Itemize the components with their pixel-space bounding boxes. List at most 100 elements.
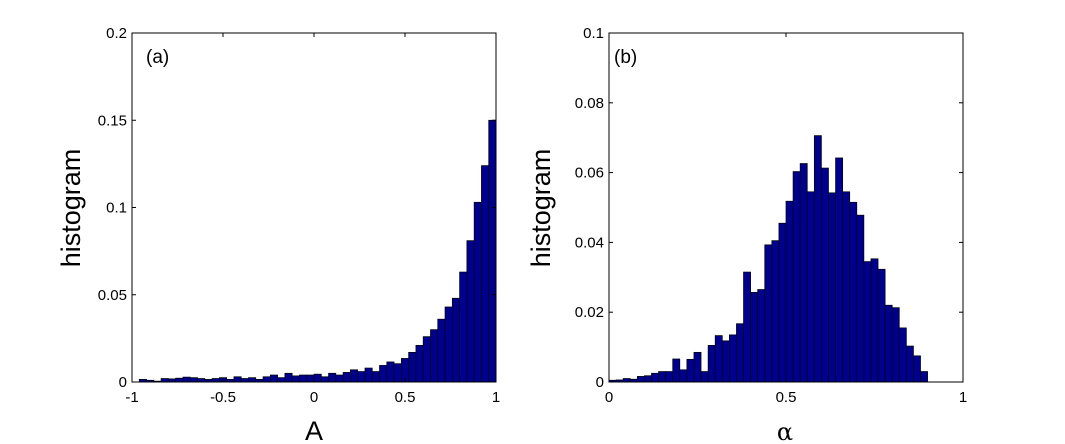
y-tick-label-b: 0.08 bbox=[575, 95, 604, 112]
histogram-bar-b bbox=[750, 291, 759, 383]
histogram-bar-a bbox=[189, 377, 198, 383]
histogram-bar-a bbox=[437, 318, 446, 383]
histogram-bar-a bbox=[335, 374, 344, 383]
histogram-bar-b bbox=[785, 200, 794, 383]
x-tick-label-b: 0.5 bbox=[776, 389, 797, 406]
y-tick-label-a: 0.15 bbox=[98, 112, 127, 129]
y-tick-label-b: 0.02 bbox=[575, 304, 604, 321]
panel-label-a: (a) bbox=[146, 47, 169, 68]
histogram-bar-a bbox=[313, 373, 322, 383]
histogram-bar-b bbox=[651, 372, 659, 383]
histogram-bar-a bbox=[211, 378, 220, 383]
histogram-bar-b bbox=[799, 163, 808, 383]
histogram-bar-b bbox=[884, 304, 893, 383]
histogram-bar-a bbox=[182, 376, 191, 383]
x-tick-label-a: -0.5 bbox=[210, 389, 236, 406]
histogram-bar-a bbox=[408, 351, 417, 383]
histogram-bar-a bbox=[364, 367, 373, 383]
y-tick-label-a: 0.05 bbox=[98, 287, 127, 304]
y-tick-label-a: 0.2 bbox=[106, 25, 127, 42]
histogram-bar-a bbox=[240, 378, 249, 383]
histogram-bar-a bbox=[248, 377, 257, 383]
histogram-bar-b bbox=[665, 371, 674, 383]
histogram-bar-a bbox=[444, 306, 453, 383]
histogram-bar-b bbox=[743, 271, 751, 383]
x-axis-label-b: α bbox=[777, 418, 793, 444]
histogram-bar-b bbox=[877, 268, 886, 383]
ticks-a: -1 -0.5 0 0.5 1 0 0.05 0.1 0.15 0.2 bbox=[98, 25, 500, 406]
axes-box-a bbox=[131, 32, 497, 383]
histogram-bar-b bbox=[870, 258, 879, 383]
histogram-bar-b bbox=[913, 355, 921, 383]
histogram-bar-a bbox=[299, 374, 308, 383]
histogram-bar-a bbox=[466, 240, 475, 383]
x-tick-label-b: 0 bbox=[605, 389, 613, 406]
histogram-bar-b bbox=[714, 335, 723, 383]
histogram-bar-b bbox=[757, 289, 766, 383]
histogram-bar-b bbox=[891, 307, 900, 383]
histogram-bar-b bbox=[771, 240, 780, 383]
histogram-bar-a bbox=[277, 377, 286, 383]
histogram-bar-a bbox=[306, 374, 315, 383]
y-axis-label-b: histogram bbox=[526, 149, 556, 268]
histogram-bar-a bbox=[328, 372, 337, 383]
histogram-bar-a bbox=[415, 345, 424, 383]
histogram-bar-b bbox=[693, 351, 702, 383]
histogram-bar-a bbox=[386, 361, 395, 383]
y-axis-label-a: histogram bbox=[56, 149, 86, 268]
histogram-bar-b bbox=[658, 371, 666, 383]
histogram-bar-a bbox=[422, 336, 431, 383]
histogram-bar-b bbox=[821, 167, 829, 383]
histogram-bar-a bbox=[371, 371, 380, 383]
histogram-bar-b bbox=[828, 192, 836, 383]
histogram-bar-b bbox=[856, 214, 865, 383]
histogram-bar-a bbox=[233, 376, 242, 383]
histogram-bar-a bbox=[451, 297, 460, 383]
histogram-bar-a bbox=[175, 377, 184, 383]
ticks-b: 0 0.5 1 0 0.02 0.04 0.06 0.08 0.1 bbox=[575, 25, 967, 406]
histogram-bar-a bbox=[269, 374, 278, 383]
y-tick-label-b: 0.1 bbox=[583, 25, 604, 42]
histogram-bar-a bbox=[430, 329, 439, 383]
histogram-bar-a bbox=[262, 376, 271, 383]
histogram-bar-b bbox=[806, 191, 815, 383]
histogram-bar-a bbox=[473, 201, 482, 383]
x-tick-label-a: 0.5 bbox=[395, 389, 416, 406]
histogram-bar-b bbox=[736, 323, 744, 383]
x-tick-label-a: 0 bbox=[310, 389, 318, 406]
histogram-bar-b bbox=[644, 375, 652, 383]
y-tick-label-b: 0.04 bbox=[575, 234, 604, 251]
histogram-bar-a bbox=[393, 363, 402, 383]
x-tick-label-a: -1 bbox=[125, 389, 138, 406]
histogram-bar-a bbox=[357, 371, 366, 383]
histogram-bar-b bbox=[622, 378, 631, 383]
histogram-bar-b bbox=[679, 369, 688, 383]
x-tick-label-a: 1 bbox=[492, 389, 500, 406]
histogram-bar-b bbox=[672, 358, 681, 383]
x-tick-label-b: 1 bbox=[959, 389, 967, 406]
histogram-bar-b bbox=[920, 371, 928, 383]
axes-box-b bbox=[608, 32, 964, 383]
histogram-bar-a bbox=[342, 372, 351, 383]
bars-b bbox=[608, 135, 928, 383]
histogram-bar-b bbox=[778, 222, 787, 383]
histogram-bar-a bbox=[488, 119, 497, 383]
histogram-bar-b bbox=[849, 201, 858, 383]
panel-b: 0 0.5 1 0 0.02 0.04 0.06 0.08 0.1 (b) α histogra… bbox=[526, 25, 967, 444]
histogram-bar-b bbox=[729, 334, 737, 383]
y-tick-label-b: 0 bbox=[596, 374, 604, 391]
histogram-bar-a bbox=[291, 375, 300, 383]
histogram-bar-b bbox=[898, 327, 907, 383]
panel-a: -1 -0.5 0 0.5 1 0 0.05 0.1 0.15 0.2 (a) A histogr… bbox=[56, 25, 500, 444]
histogram-bar-a bbox=[320, 376, 329, 383]
histogram-bar-b bbox=[906, 345, 914, 383]
histogram-bar-b bbox=[700, 371, 709, 383]
histogram-bar-a bbox=[379, 365, 388, 383]
panel-label-b: (b) bbox=[614, 47, 637, 68]
histogram-bar-a bbox=[459, 271, 468, 383]
y-tick-label-a: 0.1 bbox=[106, 200, 127, 217]
y-tick-label-b: 0.06 bbox=[575, 165, 604, 182]
histogram-bar-b bbox=[636, 376, 645, 383]
histogram-bar-a bbox=[284, 372, 293, 383]
